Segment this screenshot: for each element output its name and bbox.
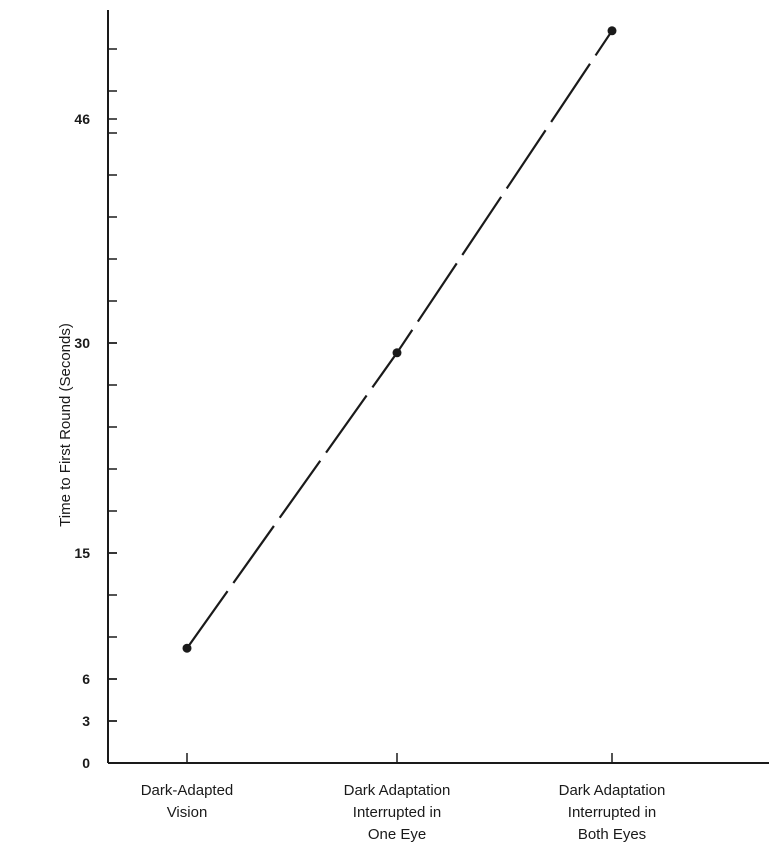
y-tick-label-30: 30 [74,335,90,351]
x-category-label-1: Dark-Adapted Vision [141,782,234,821]
y-tick-label-46: 46 [74,111,90,127]
y-axis-tick-labels: 0 3 6 15 30 46 [74,111,90,771]
x-category-label-3: Dark Adaptation Interrupted in Both Eyes [559,782,666,843]
x-category-label-line: Dark-Adapted [141,782,234,799]
data-point-1 [182,643,192,653]
x-category-label-2: Dark Adaptation Interrupted in One Eye [344,782,451,843]
series-line [186,30,613,649]
x-axis-ticks [186,753,613,763]
x-category-label-line: Interrupted in [353,804,441,821]
y-tick-label-6: 6 [82,671,90,687]
x-category-label-line: One Eye [368,826,426,843]
x-category-label-line: Vision [167,804,208,821]
y-tick-label-0: 0 [82,755,90,771]
x-category-label-line: Dark Adaptation [559,782,666,799]
data-point-3 [607,26,617,36]
y-axis-title: Time to First Round (Seconds) [57,323,74,527]
x-category-label-line: Both Eyes [578,826,646,843]
y-tick-label-3: 3 [82,713,90,729]
x-category-label-line: Dark Adaptation [344,782,451,799]
data-series [182,26,617,653]
x-category-label-line: Interrupted in [568,804,656,821]
data-point-2 [392,348,402,358]
x-axis-category-labels: Dark-Adapted Vision Dark Adaptation Interru… [141,782,666,843]
y-axis-ticks [108,48,117,764]
y-tick-label-15: 15 [74,545,90,561]
